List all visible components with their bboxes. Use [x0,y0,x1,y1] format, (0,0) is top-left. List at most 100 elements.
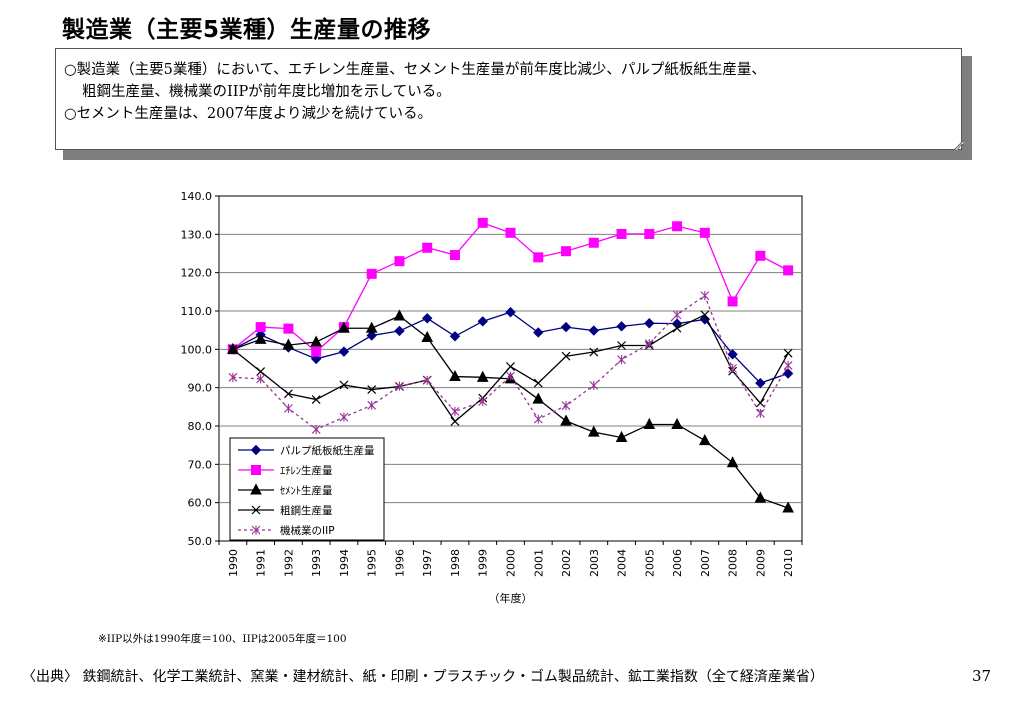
series-2 [227,217,794,357]
data-point [477,316,488,327]
x-tick-label: 2010 [782,549,795,577]
y-tick-label: 80.0 [188,420,213,433]
x-tick-label: 1998 [449,549,462,577]
data-point [505,227,516,238]
data-point [616,321,627,332]
data-point [700,310,710,320]
page-curl-icon [954,140,964,150]
data-point [338,321,350,333]
data-point [782,501,794,513]
data-point [782,368,794,379]
y-tick-label: 120.0 [181,267,213,280]
x-tick-label: 1996 [393,549,406,577]
data-point [532,392,545,404]
x-tick-label: 2001 [532,549,545,577]
data-point [255,322,266,333]
data-point [367,385,377,395]
legend-marker [251,465,261,475]
data-point [449,250,460,261]
data-point [533,327,544,338]
x-tick-label: 2005 [643,549,656,577]
data-point [755,377,766,389]
x-tick-label: 2007 [699,549,712,577]
legend-label: ｾﾒﾝﾄ生産量 [280,484,333,497]
data-point [477,217,488,228]
data-point [449,369,461,382]
data-point [589,380,599,390]
legend-marker [250,444,262,456]
data-point [616,228,627,239]
data-point [393,309,406,321]
x-tick-label: 1990 [227,549,240,577]
data-point [505,306,516,318]
data-point [533,378,543,388]
y-tick-label: 60.0 [188,497,213,510]
data-point [783,360,793,370]
data-point [672,310,682,320]
data-point [699,433,711,446]
data-point [365,321,378,333]
page-number: 37 [972,667,992,685]
data-point [422,313,433,324]
x-tick-label: 2004 [616,549,629,577]
legend-marker [250,483,262,495]
data-point [506,371,515,381]
data-point [588,237,599,248]
data-point [450,406,460,416]
data-point [228,344,238,354]
y-tick-label: 100.0 [181,343,213,356]
data-point [560,321,572,333]
data-point [310,335,322,347]
x-tick-label: 1993 [310,549,323,577]
x-tick-label: 1994 [338,549,351,577]
data-point [366,268,377,279]
data-point [339,380,349,390]
data-point [256,367,266,376]
data-point [228,372,238,382]
data-point [561,401,571,411]
data-point [450,416,460,426]
data-point [283,389,293,399]
data-point [755,408,765,418]
data-point [589,347,599,357]
data-point [727,296,738,307]
data-point [561,246,572,257]
data-point [588,325,599,336]
data-point [311,424,321,434]
data-point [672,323,682,333]
data-point [284,403,293,413]
x-tick-label: 1999 [477,549,490,577]
x-tick-label: 1997 [421,549,434,577]
data-point [338,346,350,357]
y-tick-label: 50.0 [188,535,213,548]
data-point [754,491,767,503]
data-point [755,398,765,408]
data-point [533,252,544,263]
data-point [478,396,488,406]
data-point [449,331,461,342]
production-line-chart: 50.0 60.0 70.0 80.0 90.0 100.0 110.0 120.0 130.0… [181,190,803,605]
data-point [422,242,433,253]
x-tick-label: 1992 [282,549,295,577]
data-point [283,323,294,334]
data-point [726,456,739,468]
data-point [644,318,655,329]
data-point [394,256,405,267]
data-point [421,330,434,342]
data-point [671,417,683,429]
data-point [699,227,710,238]
data-point [339,412,349,422]
data-point [617,341,626,350]
legend-label: 粗鋼生産量 [280,504,333,517]
data-point [643,417,656,429]
y-tick-label: 90.0 [188,382,213,395]
data-point [560,414,572,426]
data-point [615,430,628,442]
data-point [282,338,295,350]
x-tick-label: 1995 [366,549,379,577]
data-point [728,364,737,373]
page-title: 製造業（主要5業種）生産量の推移 [62,17,432,43]
note-box: ○製造業（主要5業種）において、エチレン生産量、セメント生産量が前年度比減少、パ… [55,48,962,150]
data-point [587,425,600,437]
data-point [644,339,654,349]
